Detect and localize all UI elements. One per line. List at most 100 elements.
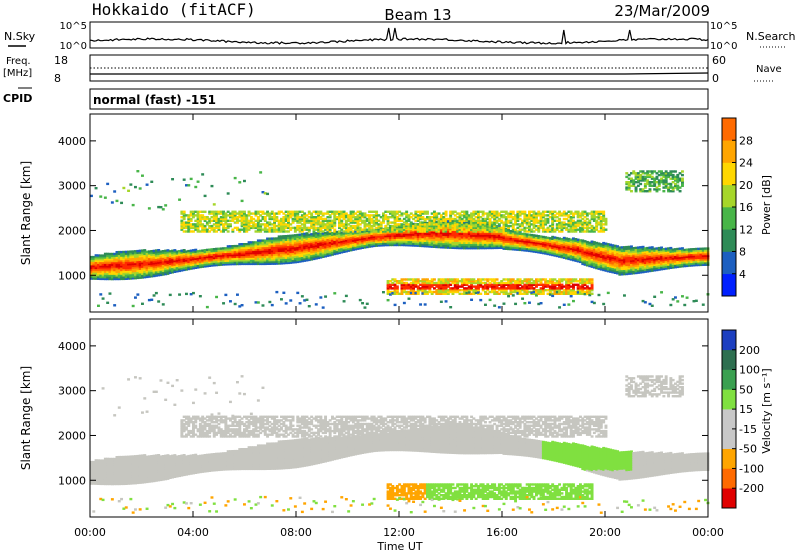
heatmap-cell <box>393 223 397 226</box>
heatmap-cell <box>261 212 265 215</box>
heatmap-cell <box>296 257 300 260</box>
heatmap-cell <box>236 248 239 251</box>
heatmap-cell <box>208 253 212 257</box>
heatmap-cell <box>500 226 504 230</box>
heatmap-cell <box>416 287 420 290</box>
heatmap-cell <box>484 243 487 246</box>
heatmap-cell <box>147 270 151 273</box>
heatmap-cell <box>173 259 177 263</box>
heatmap-cell <box>222 230 226 233</box>
heatmap-cell <box>293 250 297 253</box>
heatmap-cell <box>518 224 522 228</box>
heatmap-cell <box>249 257 253 260</box>
heatmap-cell <box>407 235 411 238</box>
heatmap-cell <box>192 252 195 256</box>
heatmap-cell <box>328 216 332 219</box>
heatmap-cell <box>444 228 448 231</box>
heatmap-cell <box>90 277 93 280</box>
heatmap-cell <box>120 261 124 264</box>
heatmap-cell <box>261 251 265 255</box>
heatmap-cell <box>145 261 149 264</box>
heatmap-cell <box>171 263 175 267</box>
heatmap-cell <box>312 238 316 241</box>
heatmap-cell <box>280 223 283 226</box>
heatmap-cell <box>470 283 474 286</box>
heatmap-cell <box>266 250 270 253</box>
heatmap-cell <box>321 223 325 226</box>
heatmap-cell <box>305 239 309 242</box>
heatmap-cell <box>224 247 228 250</box>
heatmap-cell <box>287 217 290 221</box>
heatmap-cell <box>495 235 499 239</box>
heatmap-cell <box>481 238 485 241</box>
heatmap-cell <box>535 248 538 252</box>
heatmap-cell <box>238 255 242 258</box>
heatmap-cell <box>470 228 474 231</box>
heatmap-cell <box>344 212 348 215</box>
heatmap-cell <box>398 242 402 245</box>
heatmap-cell <box>92 255 96 259</box>
heatmap-cell <box>446 232 450 235</box>
heatmap-cell <box>435 214 439 217</box>
heatmap-cell <box>437 283 441 286</box>
heatmap-cell <box>317 228 321 231</box>
heatmap-cell <box>233 261 237 264</box>
heatmap-cell <box>377 223 381 226</box>
heatmap-cell <box>560 224 564 228</box>
heatmap-cell <box>134 275 137 278</box>
heatmap-cell <box>539 221 543 224</box>
heatmap-cell <box>395 281 399 285</box>
heatmap-cell <box>446 217 450 221</box>
heatmap-cell <box>514 302 518 306</box>
heatmap-cell <box>307 242 311 245</box>
heatmap-cell <box>335 243 339 246</box>
heatmap-cell <box>106 270 110 273</box>
heatmap-cell <box>319 250 323 254</box>
heatmap-cell <box>574 241 578 244</box>
heatmap-cell <box>210 253 214 256</box>
heatmap-cell <box>572 289 575 292</box>
heatmap-cell <box>546 238 550 241</box>
heatmap-cell <box>393 290 397 294</box>
heatmap-cell <box>166 268 170 272</box>
heatmap-cell <box>187 226 191 230</box>
heatmap-cell <box>414 240 418 244</box>
heatmap-cell <box>372 228 376 231</box>
heatmap-cell <box>154 260 158 263</box>
heatmap-cell <box>317 247 321 251</box>
heatmap-cell <box>161 266 165 269</box>
heatmap-cell <box>493 223 497 226</box>
heatmap-cell <box>254 210 258 213</box>
heatmap-cell <box>368 217 372 221</box>
heatmap-cell <box>414 278 418 281</box>
heatmap-cell <box>356 230 360 233</box>
heatmap-cell <box>321 232 325 235</box>
heatmap-cell <box>419 232 423 235</box>
heatmap-cell <box>504 212 508 215</box>
heatmap-cell <box>430 292 434 295</box>
heatmap-cell <box>284 236 288 240</box>
heatmap-cell <box>224 221 228 224</box>
heatmap-cell <box>565 223 569 226</box>
heatmap-cell <box>189 253 193 256</box>
heatmap-cell <box>305 221 309 224</box>
heatmap-cell <box>493 210 497 213</box>
heatmap-cell <box>551 228 555 231</box>
heatmap-cell <box>379 231 383 234</box>
heatmap-cell <box>449 287 453 290</box>
heatmap-cell <box>449 221 453 224</box>
heatmap-cell <box>324 244 328 247</box>
heatmap-cell <box>291 212 295 215</box>
heatmap-cell <box>500 281 504 285</box>
heatmap-cell <box>537 219 541 222</box>
heatmap-cell <box>414 285 418 288</box>
heatmap-cell <box>407 287 411 290</box>
heatmap-cell <box>451 219 455 223</box>
heatmap-cell <box>328 246 332 250</box>
heatmap-cell <box>365 240 369 243</box>
heatmap-cell <box>530 246 534 249</box>
heatmap-cell <box>273 251 277 255</box>
heatmap-cell <box>532 283 536 286</box>
heatmap-cell <box>488 281 492 285</box>
heatmap-cell <box>546 226 550 230</box>
